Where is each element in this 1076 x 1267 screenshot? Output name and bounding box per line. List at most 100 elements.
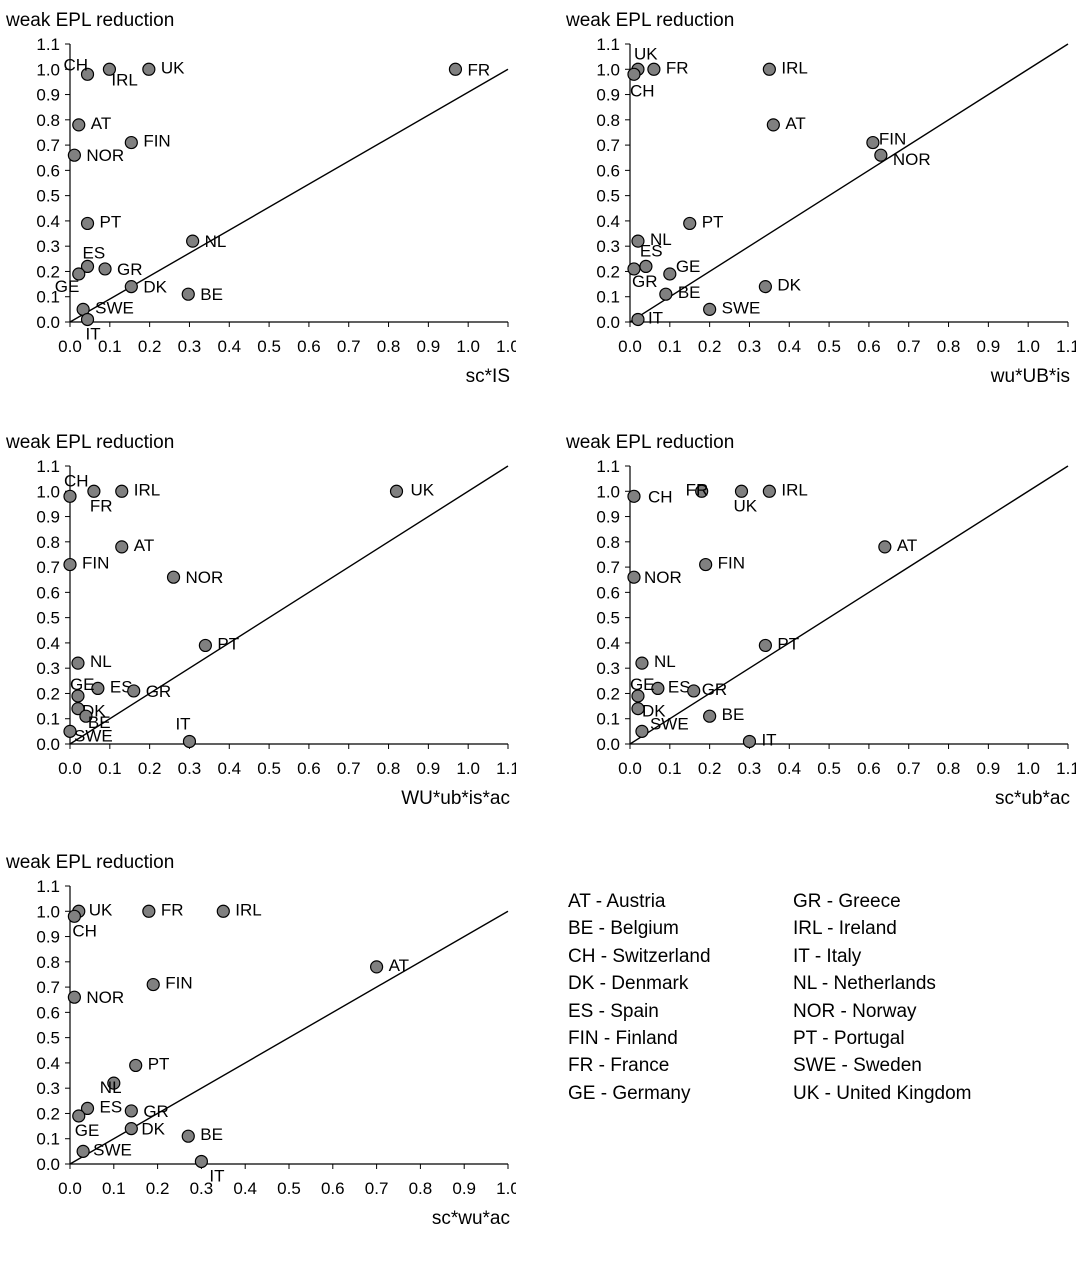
x-tick-label: 0.2 <box>698 337 722 356</box>
x-tick-label: 0.1 <box>658 759 682 778</box>
y-tick-label: 0.6 <box>36 583 60 602</box>
data-point-es <box>639 259 653 273</box>
x-tick-label: 1.0 <box>456 337 480 356</box>
data-point-ge <box>663 267 677 281</box>
data-point-pt <box>129 1058 143 1073</box>
y-tick-label: 0.5 <box>36 1029 60 1048</box>
point-label-nl: NL <box>205 232 227 251</box>
point-label-dk: DK <box>777 276 801 295</box>
data-point-gr <box>687 684 701 698</box>
legend-item: AT - Austria <box>568 891 666 912</box>
x-tick-label: 0.8 <box>377 759 401 778</box>
point-label-es: ES <box>668 677 691 696</box>
y-tick-label: 0.9 <box>596 86 620 105</box>
y-tick-label: 0.7 <box>36 978 60 997</box>
point-label-nor: NOR <box>186 568 224 587</box>
point-label-at: AT <box>897 536 917 555</box>
x-tick-label: 0.1 <box>98 337 122 356</box>
x-tick-label: 0.7 <box>365 1179 389 1198</box>
y-tick-label: 0.0 <box>596 313 620 332</box>
point-label-it: IT <box>175 714 190 733</box>
diagonal-reference-line <box>69 465 509 745</box>
data-point-gr <box>127 684 141 698</box>
y-tick-label: 0.3 <box>36 659 60 678</box>
point-label-nor: NOR <box>893 150 931 169</box>
x-tick-label: 0.6 <box>857 759 881 778</box>
x-tick-label: 0.2 <box>146 1179 170 1198</box>
point-label-gr: GR <box>632 272 658 291</box>
data-point-be <box>659 287 673 301</box>
y-tick-label: 0.9 <box>36 928 60 947</box>
y-tick-label: 0.4 <box>596 212 620 231</box>
x-tick-label: 1.0 <box>496 337 516 356</box>
point-label-dk: DK <box>143 278 167 297</box>
x-tick-label: 0.9 <box>452 1179 476 1198</box>
data-point-uk <box>389 484 404 498</box>
data-point-pt <box>198 638 212 653</box>
point-label-fin: FIN <box>82 554 109 573</box>
data-point-swe <box>635 724 649 738</box>
point-label-dk: DK <box>141 1120 165 1139</box>
x-tick-label: 0.5 <box>817 759 841 778</box>
x-tick-label: 0.0 <box>618 759 642 778</box>
x-tick-label: 0.4 <box>217 337 241 356</box>
y-tick-label: 0.8 <box>36 953 60 972</box>
data-point-fr <box>695 484 709 498</box>
y-tick-label: 0.5 <box>36 187 60 206</box>
diagonal-reference-line <box>629 43 1069 323</box>
x-tick-label: 0.0 <box>58 1179 82 1198</box>
data-point-nl <box>107 1076 121 1090</box>
point-label-fr: FR <box>161 900 184 919</box>
y-tick-label: 0.2 <box>36 1104 60 1123</box>
data-point-pt <box>80 216 95 231</box>
point-label-fr: FR <box>90 496 113 515</box>
data-point-fin <box>146 977 160 992</box>
point-label-uk: UK <box>733 496 757 515</box>
scatter-panel-wu-UB-is: weak EPL reduction 0.0 0.1 0.2 0.3 0.4 0.5 0.6 0… <box>560 0 1076 425</box>
legend-item: UK - United Kingdom <box>793 1082 972 1104</box>
data-point-dk <box>758 280 772 294</box>
y-tick-label: 0.6 <box>36 161 60 180</box>
point-label-ch: CH <box>630 81 655 100</box>
data-point-fr <box>142 904 156 918</box>
point-label-irl: IRL <box>781 58 807 77</box>
data-point-it <box>631 312 645 327</box>
data-point-ch <box>627 67 641 81</box>
x-axis-title: WU*ub*is*ac <box>401 788 510 809</box>
x-tick-label: 0.5 <box>277 1179 301 1198</box>
point-label-ge: GE <box>676 257 701 276</box>
y-tick-label: 0.4 <box>36 634 60 653</box>
y-axis-title: weak EPL reduction <box>565 432 734 453</box>
point-label-fr: FR <box>666 58 689 77</box>
y-tick-label: 1.0 <box>36 902 60 921</box>
legend-item: IRL - Ireland <box>793 918 897 940</box>
point-label-irl: IRL <box>235 900 261 919</box>
y-tick-label: 0.6 <box>596 583 620 602</box>
y-tick-label: 0.9 <box>36 508 60 527</box>
legend-item: FIN - Finland <box>568 1028 678 1050</box>
data-point-gr <box>98 262 112 276</box>
data-point-es <box>651 681 665 695</box>
x-tick-label: 0.3 <box>178 759 202 778</box>
point-label-gr: GR <box>702 680 728 699</box>
x-tick-label: 0.2 <box>138 759 162 778</box>
x-tick-label: 0.4 <box>777 337 801 356</box>
data-point-swe <box>76 1144 90 1158</box>
point-label-at: AT <box>785 114 805 133</box>
data-point-be <box>703 709 717 723</box>
y-tick-label: 1.0 <box>36 60 60 79</box>
country-legend-column-2: GR - Greece IRL - Ireland IT - Italy NL … <box>793 888 971 1107</box>
data-point-fr <box>87 484 101 498</box>
point-label-ge: GE <box>75 1121 100 1140</box>
data-point-ge <box>71 689 85 703</box>
point-label-nl: NL <box>650 230 672 249</box>
point-label-fin: FIN <box>718 554 745 573</box>
y-tick-label: 0.1 <box>36 288 60 307</box>
x-tick-label: 1.0 <box>456 759 480 778</box>
y-axis-title: weak EPL reduction <box>5 432 174 453</box>
data-point-it <box>742 734 757 749</box>
x-tick-label: 0.3 <box>738 337 762 356</box>
legend-item: DK - Denmark <box>568 973 689 995</box>
point-label-ch: CH <box>64 55 89 74</box>
x-tick-label: 0.8 <box>937 337 961 356</box>
